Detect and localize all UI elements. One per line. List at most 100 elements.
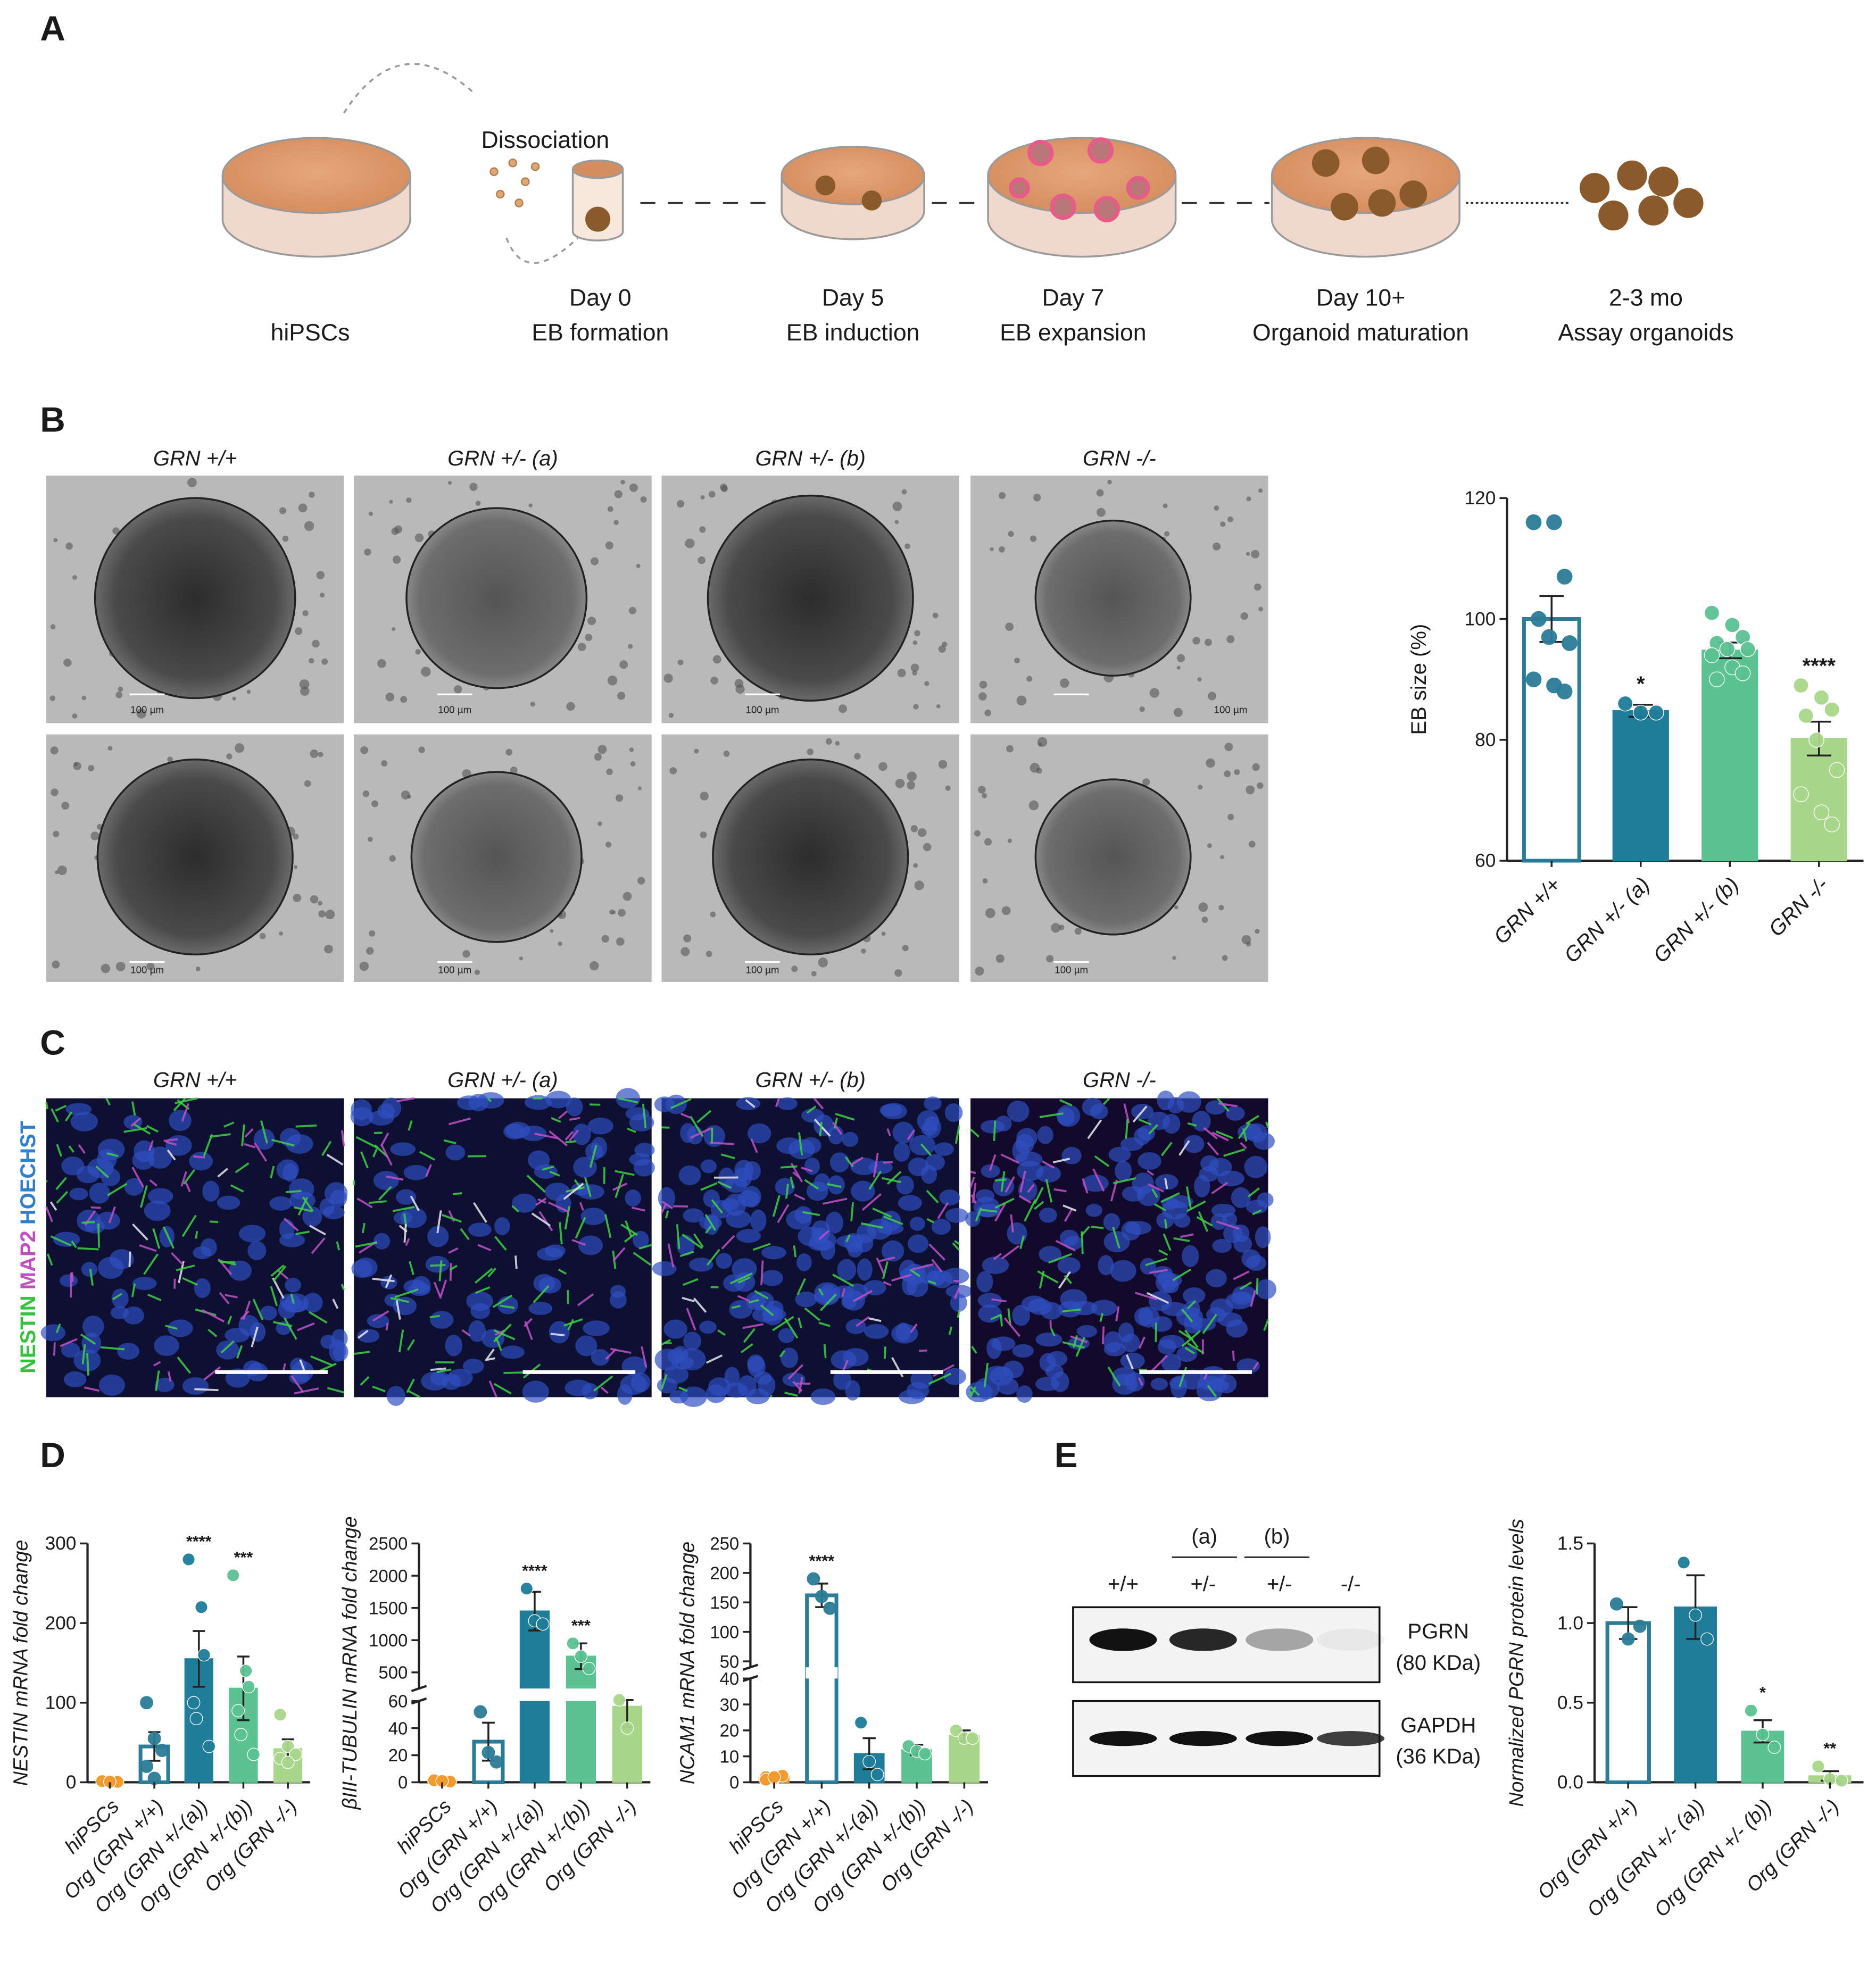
fiber <box>1101 1326 1105 1345</box>
texture <box>1206 758 1215 768</box>
nucleus <box>253 1128 275 1150</box>
nucleus <box>1039 1208 1057 1223</box>
fiber <box>272 1265 287 1282</box>
fiber <box>542 1166 554 1171</box>
fiber <box>1160 1142 1173 1156</box>
fiber <box>372 1385 386 1393</box>
fiber <box>845 1234 851 1243</box>
fiber <box>721 1235 735 1250</box>
texture <box>312 639 320 648</box>
nucleus <box>1246 1200 1268 1214</box>
fiber <box>294 1206 312 1212</box>
nucleus <box>393 1211 412 1225</box>
fiber <box>717 1329 726 1336</box>
texture <box>606 768 613 776</box>
texture <box>723 751 730 757</box>
fiber <box>55 1104 67 1112</box>
y-tick-label: 1000 <box>369 1630 408 1650</box>
fiber <box>1216 1130 1233 1139</box>
fiber <box>1196 1216 1213 1227</box>
texture <box>700 495 705 500</box>
y-axis-label: Normalized PGRN protein levels <box>1505 1519 1528 1807</box>
nucleus <box>747 1354 765 1372</box>
fiber <box>1263 1319 1269 1331</box>
nucleus <box>761 1270 783 1286</box>
texture <box>73 762 78 767</box>
texture <box>304 521 314 531</box>
fiber <box>209 1220 219 1224</box>
texture <box>1251 550 1260 559</box>
texture <box>115 692 122 698</box>
fiber <box>564 1206 570 1230</box>
fiber <box>927 1280 936 1285</box>
texture <box>894 520 899 525</box>
texture <box>676 500 685 508</box>
nucleus <box>939 1189 960 1206</box>
data-point <box>1621 1632 1635 1646</box>
y-tick-label: 1.5 <box>1557 1533 1583 1554</box>
texture <box>698 556 705 564</box>
texture <box>978 692 987 701</box>
fiber <box>826 1183 842 1188</box>
texture <box>901 489 907 495</box>
fiber <box>1010 1214 1014 1233</box>
texture <box>894 969 902 977</box>
fiber <box>633 1252 652 1266</box>
texture <box>630 761 636 767</box>
texture <box>995 954 1005 963</box>
step-label: hiPSCs <box>271 320 350 346</box>
step-day: 2-3 mo <box>1609 285 1683 311</box>
nucleus <box>837 1259 857 1281</box>
fiber <box>563 1183 584 1200</box>
nucleus <box>977 1293 1002 1308</box>
data-point <box>1724 617 1740 633</box>
nucleus <box>750 1209 767 1232</box>
fiber <box>1164 1178 1168 1189</box>
fiber <box>1053 1188 1067 1193</box>
data-point <box>1632 704 1649 721</box>
data-point <box>140 1696 154 1710</box>
nucleus <box>503 1124 525 1139</box>
fiber <box>850 1156 864 1167</box>
nucleus <box>1098 1255 1114 1276</box>
significance: **** <box>809 1552 835 1570</box>
nucleus <box>396 1189 417 1205</box>
texture <box>895 778 905 788</box>
fiber <box>105 1097 111 1106</box>
fiber <box>283 1218 299 1232</box>
nucleus <box>1183 1287 1206 1304</box>
scale-label: 100 µm <box>438 964 471 976</box>
fiber <box>180 1171 187 1187</box>
fiber <box>336 1241 341 1251</box>
texture <box>259 933 266 939</box>
fiber <box>823 1344 827 1359</box>
texture <box>1176 665 1181 670</box>
nucleus <box>425 1255 450 1273</box>
nucleus <box>734 1160 754 1181</box>
nucleus <box>580 1208 607 1225</box>
fiber <box>436 1368 452 1374</box>
texture <box>293 894 302 902</box>
fiber <box>551 1117 561 1123</box>
fiber <box>1145 1258 1168 1267</box>
texture <box>1241 935 1251 945</box>
texture <box>1258 606 1263 612</box>
texture <box>914 880 924 891</box>
nucleus <box>1182 1245 1199 1267</box>
nucleus <box>976 1271 993 1293</box>
fiber <box>1052 1158 1070 1163</box>
data-point <box>1811 1760 1825 1773</box>
nucleus <box>716 1253 733 1269</box>
data-point <box>189 1712 203 1726</box>
fiber <box>372 1148 378 1158</box>
nucleus <box>1176 1346 1198 1362</box>
nucleus <box>1021 1295 1047 1312</box>
nucleus <box>238 1315 259 1336</box>
texture <box>401 790 410 800</box>
fiber <box>1252 1209 1262 1216</box>
nucleus <box>924 1096 942 1111</box>
y-tick-label: 150 <box>710 1593 739 1612</box>
fiber <box>355 1136 378 1149</box>
texture <box>669 767 677 775</box>
texture <box>1246 552 1250 556</box>
